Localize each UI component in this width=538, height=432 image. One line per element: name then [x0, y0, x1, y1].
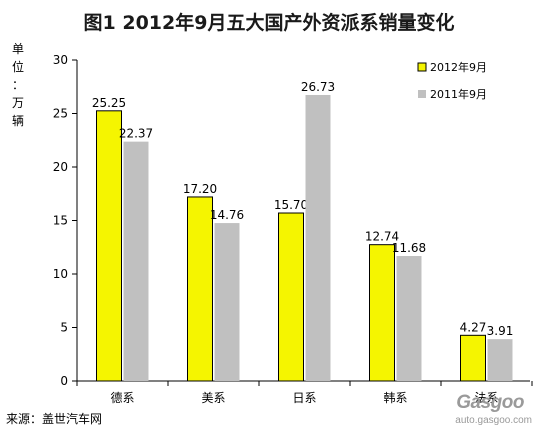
bar-value-label: 12.74	[365, 230, 399, 244]
y-tick-label: 0	[60, 374, 68, 388]
y-tick-label: 15	[53, 214, 68, 228]
y-tick-label: 5	[60, 321, 68, 335]
bar	[305, 94, 331, 381]
bar	[487, 339, 513, 381]
legend-label: 2011年9月	[430, 87, 487, 101]
chart-title: 图1 2012年9月五大国产外资派系销量变化	[83, 12, 455, 34]
x-category-label: 日系	[292, 391, 316, 405]
y-tick-label: 25	[53, 107, 68, 121]
y-axis-unit-label: 单 位 ： 万 辆	[10, 40, 26, 130]
bar	[123, 141, 149, 381]
bar-value-label: 22.37	[119, 127, 153, 141]
unit-char: 单	[11, 42, 24, 56]
bar-value-label: 25.25	[92, 96, 126, 110]
bar	[396, 256, 422, 381]
legend-swatch	[418, 90, 426, 98]
bar	[278, 212, 304, 382]
bar-value-label: 26.73	[301, 80, 335, 94]
bar-value-label: 15.70	[274, 198, 308, 212]
legend-label: 2012年9月	[430, 60, 487, 74]
legend-swatch	[417, 62, 427, 72]
x-category-label: 韩系	[383, 390, 407, 405]
bar	[369, 244, 395, 382]
bar-value-label: 3.91	[487, 324, 514, 338]
unit-char: ：	[11, 78, 24, 92]
source-note: 来源：盖世汽车网	[6, 412, 103, 426]
y-tick-label: 20	[53, 160, 68, 174]
bar-value-label: 14.76	[210, 208, 244, 222]
unit-char: 辆	[11, 114, 24, 128]
x-category-label: 美系	[201, 391, 225, 405]
unit-char: 万	[11, 96, 24, 110]
watermark-logo: Gasgoo auto.gasgoo.com	[440, 392, 536, 430]
watermark-url: auto.gasgoo.com	[455, 415, 532, 426]
y-tick-label: 30	[53, 53, 68, 67]
bar	[460, 334, 486, 382]
x-category-label: 法系	[474, 391, 498, 405]
unit-char: 位	[11, 60, 24, 74]
bar	[214, 223, 240, 381]
y-tick-label: 10	[53, 267, 68, 281]
bar-value-label: 11.68	[392, 241, 426, 255]
bar	[96, 110, 122, 382]
bar-value-label: 17.20	[183, 182, 217, 196]
bar-value-label: 4.27	[460, 320, 487, 334]
x-category-label: 德系	[110, 390, 134, 405]
bar	[187, 196, 213, 382]
watermark-brand: Gasgoo	[456, 392, 524, 413]
